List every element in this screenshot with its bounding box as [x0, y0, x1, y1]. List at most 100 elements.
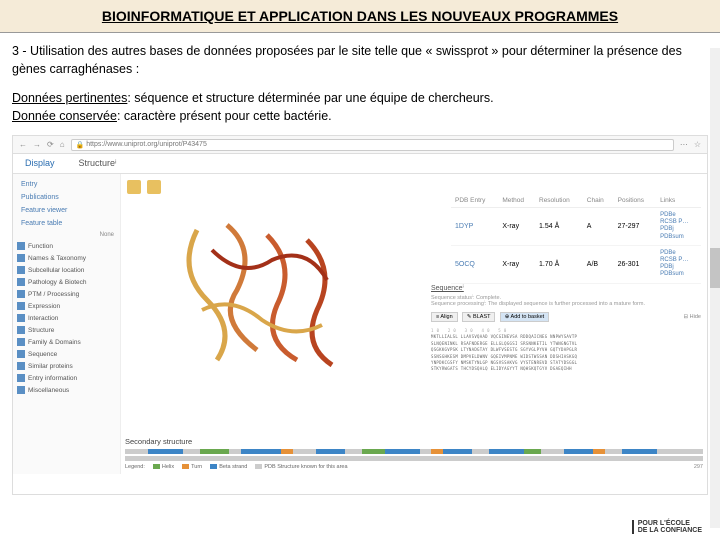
checkbox-icon[interactable]	[17, 266, 25, 274]
checkbox-icon[interactable]	[17, 374, 25, 382]
slide-header: BIOINFORMATIQUE ET APPLICATION DANS LES …	[0, 0, 720, 33]
checkbox-icon[interactable]	[17, 350, 25, 358]
footer-l1: POUR L'ÉCOLE	[638, 520, 702, 527]
sidebar-item[interactable]: Expression	[13, 300, 120, 312]
sidebar-item-label: Sequence	[28, 351, 57, 358]
checkbox-icon[interactable]	[17, 302, 25, 310]
sidebar-item[interactable]: Function	[13, 240, 120, 252]
sidebar-item-label: Similar proteins	[28, 363, 73, 370]
pdb-chain: A/B	[583, 245, 614, 283]
sec-struct-bar	[125, 456, 703, 461]
page-body: Entry Publications Feature viewer Featur…	[13, 174, 707, 474]
checkbox-icon[interactable]	[17, 362, 25, 370]
sidebar-item-label: PTM / Processing	[28, 291, 79, 298]
browser-screenshot: ← → ⟳ ⌂ 🔒 https://www.uniprot.org/unipro…	[12, 135, 708, 495]
side-feature-viewer[interactable]: Feature viewer	[13, 204, 120, 217]
sidebar-item[interactable]: Names & Taxonomy	[13, 252, 120, 264]
pdb-chain: A	[583, 208, 614, 246]
tab-display[interactable]: Display	[13, 154, 67, 173]
pdb-method: X-ray	[498, 245, 535, 283]
sidebar-item-label: Pathology & Biotech	[28, 279, 87, 286]
checkbox-icon[interactable]	[17, 338, 25, 346]
sidebar-item[interactable]: Interaction	[13, 312, 120, 324]
def2-rest: : caractère présent pour cette bactérie.	[117, 109, 332, 123]
seq-row: STKYRWGATS THCYDSQALQ ELIDYAGYYT NQHSKQT…	[431, 366, 701, 372]
blast-button[interactable]: ✎ BLAST	[462, 312, 496, 322]
table-header: Resolution	[535, 194, 583, 208]
hide-button[interactable]: ⊟ Hide	[684, 314, 701, 320]
forward-icon[interactable]: →	[33, 140, 41, 149]
sidebar-item[interactable]: PTM / Processing	[13, 288, 120, 300]
scrollbar[interactable]	[710, 48, 720, 528]
sec-legend: Legend: HelixTurnBeta strandPDB Structur…	[125, 464, 703, 470]
scrollbar-thumb[interactable]	[710, 248, 720, 288]
table-row: 1DYPX-ray1.54 ÅA27-297PDBe RCSB P… PDBj …	[451, 208, 701, 246]
home-icon[interactable]: ⌂	[60, 140, 65, 149]
add-basket-button[interactable]: ⊕ Add to basket	[500, 312, 549, 322]
structure-tool-icon[interactable]	[127, 180, 141, 194]
table-header: Method	[498, 194, 535, 208]
sidebar-item[interactable]: Pathology & Biotech	[13, 276, 120, 288]
side-feature-table[interactable]: Feature table	[13, 217, 120, 230]
footer-l2: DE LA CONFIANCE	[638, 527, 702, 534]
table-row: 5OCQX-ray1.70 ÅA/B26-301PDBe RCSB P… PDB…	[451, 245, 701, 283]
pdb-pos: 26-301	[614, 245, 656, 283]
sidebar-item[interactable]: Entry information	[13, 372, 120, 384]
pdb-pos: 27-297	[614, 208, 656, 246]
sidebar-item-label: Miscellaneous	[28, 387, 69, 394]
footer-logo: POUR L'ÉCOLE DE LA CONFIANCE	[632, 520, 702, 534]
sidebar-item[interactable]: Sequence	[13, 348, 120, 360]
lock-icon: 🔒	[76, 141, 85, 149]
structure-tool-icon[interactable]	[147, 180, 161, 194]
side-entry[interactable]: Entry	[13, 178, 120, 191]
checkbox-icon[interactable]	[17, 386, 25, 394]
tab-structure[interactable]: Structureⁱ	[67, 154, 129, 173]
sec-struct-bar	[125, 449, 703, 454]
pdb-entry[interactable]: 5OCQ	[451, 245, 498, 283]
table-header: Links	[656, 194, 701, 208]
bookmark-icon[interactable]: ☆	[694, 140, 701, 149]
sidebar-item-label: Expression	[28, 303, 60, 310]
sidebar-item[interactable]: Miscellaneous	[13, 384, 120, 396]
sequence-subtitle: Sequence statusⁱ: Complete. Sequence pro…	[431, 295, 701, 307]
checkbox-icon[interactable]	[17, 326, 25, 334]
checkbox-icon[interactable]	[17, 242, 25, 250]
reload-icon[interactable]: ⟳	[47, 140, 54, 149]
checkbox-icon[interactable]	[17, 254, 25, 262]
back-icon[interactable]: ←	[19, 140, 27, 149]
legend-label: Legend:	[125, 464, 145, 470]
align-button[interactable]: ≡ Align	[431, 312, 458, 322]
sec-struct-title: Secondary structure	[125, 437, 703, 446]
pdb-links[interactable]: PDBe RCSB P… PDBj PDBsum	[656, 245, 701, 283]
pdb-res: 1.70 Å	[535, 245, 583, 283]
sequence-section: Sequenceⁱ Sequence statusⁱ: Complete. Se…	[431, 284, 701, 373]
sidebar-item[interactable]: Similar proteins	[13, 360, 120, 372]
sidebar-item[interactable]: Structure	[13, 324, 120, 336]
side-none[interactable]: None	[13, 230, 120, 240]
sidebar-item[interactable]: Subcellular location	[13, 264, 120, 276]
menu-dots-icon[interactable]: ⋯	[680, 140, 688, 149]
checkbox-icon[interactable]	[17, 278, 25, 286]
url-text: https://www.uniprot.org/uniprot/P43475	[86, 141, 207, 148]
seq-length: 297	[694, 464, 703, 470]
sidebar-item[interactable]: Family & Domains	[13, 336, 120, 348]
pdb-links[interactable]: PDBe RCSB P… PDBj PDBsum	[656, 208, 701, 246]
pdb-entry[interactable]: 1DYP	[451, 208, 498, 246]
sidebar-item-label: Subcellular location	[28, 267, 84, 274]
definitions: Données pertinentes: séquence et structu…	[12, 90, 708, 125]
checkbox-icon[interactable]	[17, 290, 25, 298]
side-publications[interactable]: Publications	[13, 191, 120, 204]
structure-viewer[interactable]	[127, 180, 417, 400]
slide-title: BIOINFORMATIQUE ET APPLICATION DANS LES …	[20, 8, 700, 24]
url-bar[interactable]: 🔒 https://www.uniprot.org/uniprot/P43475	[71, 139, 674, 151]
slide-content: 3 - Utilisation des autres bases de donn…	[0, 33, 720, 505]
table-header: Chain	[583, 194, 614, 208]
sidebar-item-label: Names & Taxonomy	[28, 255, 86, 262]
sidebar: Entry Publications Feature viewer Featur…	[13, 174, 121, 474]
intro-text: 3 - Utilisation des autres bases de donn…	[12, 43, 708, 78]
sequence-rows: 10 20 30 40 50 MKTLLIALSL LLAVSVQAAD VQC…	[431, 328, 701, 373]
checkbox-icon[interactable]	[17, 314, 25, 322]
def2-term: Donnée conservée	[12, 109, 117, 123]
sidebar-item-label: Function	[28, 243, 53, 250]
table-header: PDB Entry	[451, 194, 498, 208]
